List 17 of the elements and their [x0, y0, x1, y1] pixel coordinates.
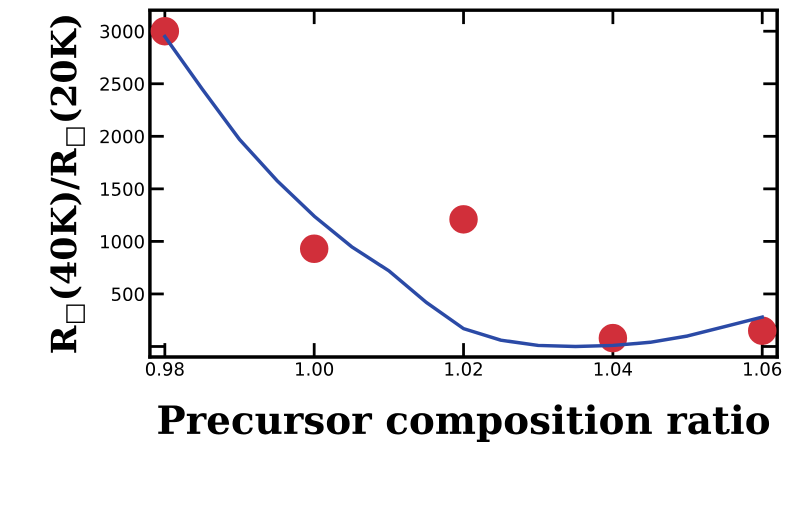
y-tick-label: 3000	[100, 24, 144, 38]
y-tick-label: 2500	[100, 77, 144, 91]
y-tick-label: 1500	[101, 182, 144, 196]
point	[748, 316, 776, 345]
x-tick-label: 1.02	[445, 362, 482, 376]
x-tick-label: 0.98	[146, 362, 184, 376]
y-tick-label: 500	[112, 287, 144, 302]
x-tick-label: 1.00	[296, 362, 334, 376]
y-tick-label: 1000	[101, 234, 144, 249]
y-axis-title: R$_{□}$(40K)/R$_{□}$(20K)	[50, 16, 85, 353]
x-tick-label: 1.06	[744, 362, 782, 376]
x-tick-label: 1.04	[594, 362, 632, 376]
point	[150, 16, 180, 46]
y-tick-label: 2000	[100, 130, 144, 144]
x-axis-title: Precursor composition ratio	[158, 404, 770, 442]
point	[300, 234, 328, 263]
point	[449, 205, 478, 234]
